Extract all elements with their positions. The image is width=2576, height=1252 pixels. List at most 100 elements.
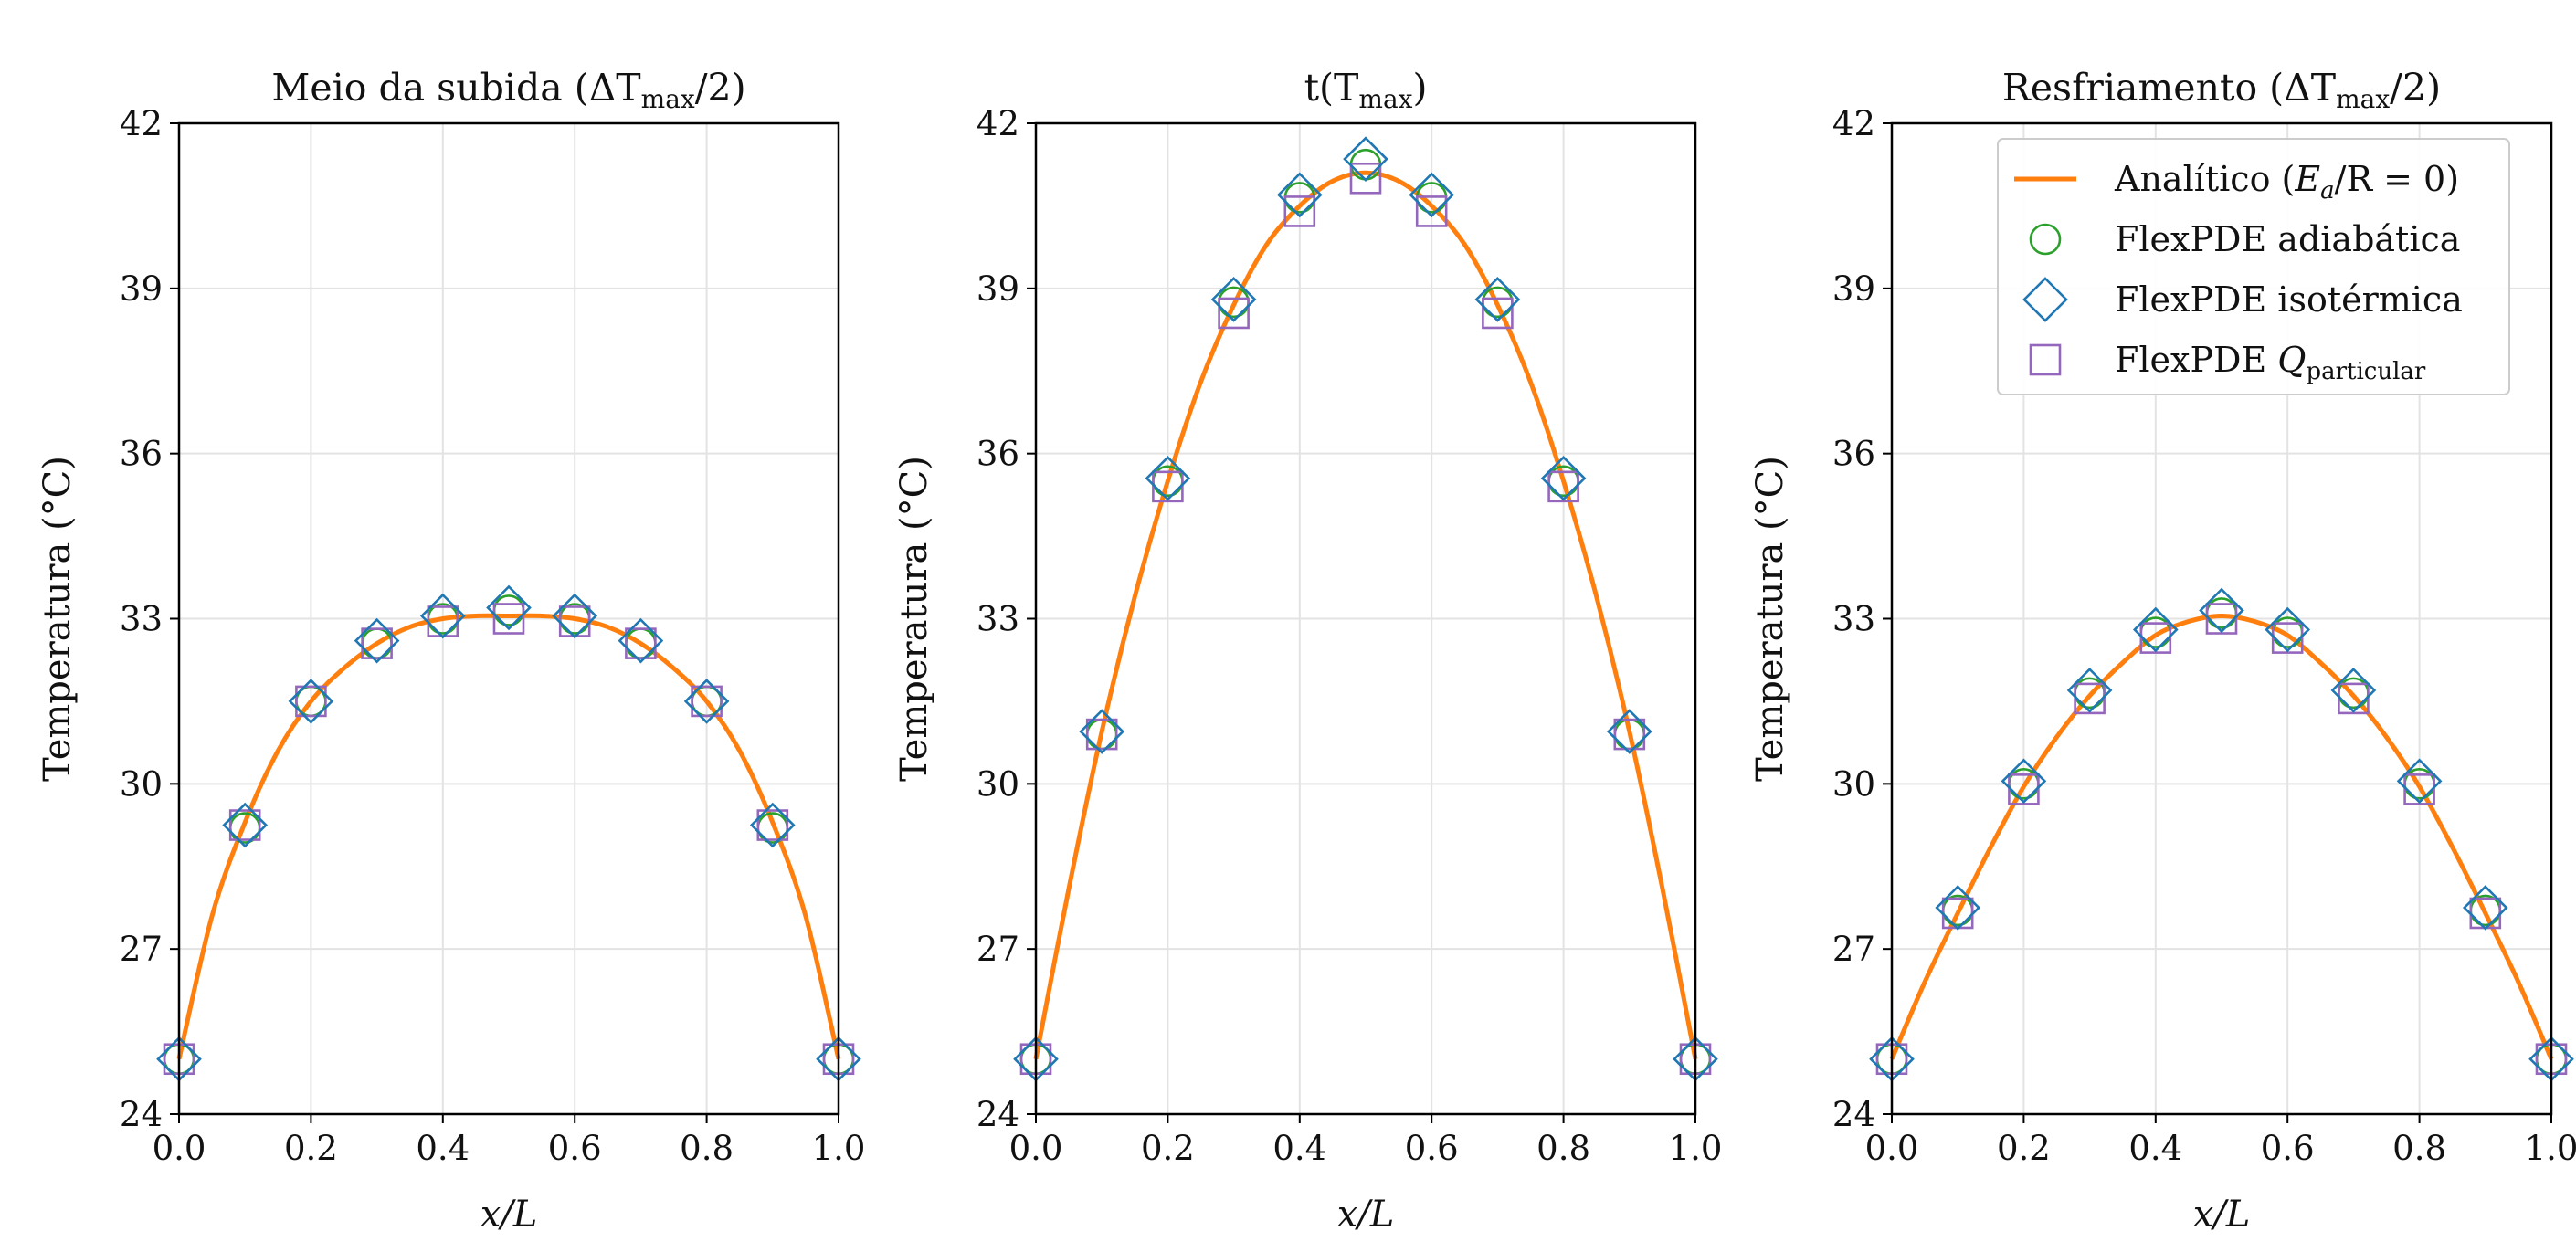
y-tick-label: 24 [977, 1095, 1019, 1134]
data-point-diamond [1276, 172, 1323, 218]
chart-title-main: t(T [1304, 66, 1359, 110]
x-tick-label: 0.4 [2128, 1129, 2182, 1168]
legend-entry-label: FlexPDE adiabática [2115, 219, 2460, 259]
series-group [1869, 587, 2574, 1082]
y-axis-label: Temperatura (°C) [1749, 456, 1791, 782]
data-point-square [2139, 622, 2172, 654]
x-tick-label: 1.0 [812, 1129, 866, 1168]
legend: Analítico (Ea/R = 0) FlexPDE adiabática Fl… [1997, 138, 2510, 395]
data-point-diamond [2132, 606, 2179, 653]
chart-panel-3: 0.0 0.2 0.4 0.6 0.8 1.0 24 27 30 33 36 39 42 Resfriam… [1749, 66, 2576, 1236]
data-point-diamond [2330, 668, 2377, 713]
chart-title-sub: max [1358, 84, 1412, 114]
y-tick-label: 24 [120, 1095, 163, 1134]
legend-entry-sub: a [2320, 177, 2335, 205]
y-tick-label: 42 [977, 104, 1019, 143]
data-point-diamond [618, 617, 664, 664]
y-tick-label: 24 [1832, 1095, 1875, 1134]
legend-entry-tail: /R = 0) [2335, 159, 2459, 199]
data-point-diamond [419, 593, 466, 639]
data-point-diamond [749, 802, 796, 848]
data-point-diamond [1540, 455, 1587, 501]
data-point-diamond [2001, 758, 2047, 805]
y-tick-label: 39 [977, 269, 1019, 309]
chart-title: Meio da subida (ΔTmax/2) [271, 66, 745, 114]
y-tick-label: 33 [977, 600, 1019, 639]
series-group [1013, 136, 1718, 1082]
series-group [156, 584, 861, 1082]
x-tick-label: 0.8 [680, 1129, 734, 1168]
x-tick-label: 0.4 [416, 1129, 470, 1168]
x-tick-label: 0.6 [548, 1129, 602, 1168]
legend-entry-math: E [2294, 159, 2320, 199]
y-tick-label: 33 [1832, 600, 1875, 639]
series-line-analitico [1889, 613, 2554, 1060]
series-line-analitico [1033, 170, 1698, 1060]
data-point-square [625, 627, 657, 659]
legend-square-swatch [2029, 343, 2062, 376]
x-tick-label: 0.0 [1865, 1129, 1919, 1168]
data-point-diamond [486, 584, 532, 631]
y-tick-label: 30 [977, 764, 1019, 804]
chart-title-main: Resfriamento (ΔT [2002, 66, 2336, 110]
data-point-diamond [354, 617, 400, 664]
data-point-diamond [2462, 885, 2508, 931]
data-point-square [1283, 195, 1316, 227]
x-tick-label: 0.4 [1272, 1129, 1326, 1168]
data-point-diamond [2199, 587, 2244, 634]
data-point-square [1547, 470, 1579, 503]
data-point-diamond [552, 593, 598, 639]
legend-entry-text: FlexPDE adiabática [2115, 219, 2460, 259]
chart-title-tail: /2) [695, 66, 746, 110]
x-axis-label: x/L [1337, 1194, 1395, 1236]
data-point-diamond [1935, 885, 1981, 931]
data-point-square [1415, 195, 1448, 227]
data-point-diamond [2265, 606, 2311, 653]
legend-entry-text: Analítico (Ea/R = 0) [2114, 159, 2459, 205]
data-point-diamond [1606, 709, 1652, 754]
data-point-square [1218, 297, 1250, 330]
data-point-square [1613, 718, 1646, 751]
chart-title: Resfriamento (ΔTmax/2) [2002, 66, 2441, 114]
data-point-diamond [683, 679, 730, 724]
data-point-diamond [288, 679, 334, 724]
legend-entry-text: FlexPDE Qparticular [2115, 340, 2426, 385]
chart-title-sub: max [2336, 84, 2390, 114]
data-point-square [756, 809, 789, 841]
x-tick-label: 0.2 [284, 1129, 338, 1168]
data-point-square [691, 685, 723, 718]
x-axis-label: x/L [480, 1194, 538, 1236]
y-tick-label: 30 [120, 764, 163, 804]
data-point-diamond [2396, 758, 2443, 805]
legend-diamond-swatch [2022, 277, 2068, 322]
y-tick-label: 36 [977, 435, 1019, 474]
data-point-diamond [1343, 136, 1388, 183]
data-point-square [2074, 682, 2106, 715]
data-point-square [1349, 162, 1382, 195]
chart-title-tail: /2) [2390, 66, 2441, 110]
x-tick-label: 0.6 [1405, 1129, 1459, 1168]
data-point-square [2403, 773, 2435, 805]
x-tick-label: 1.0 [2525, 1129, 2576, 1168]
legend-entry-label: FlexPDE [2115, 340, 2277, 380]
legend-entry-text: FlexPDE isotérmica [2115, 279, 2463, 320]
data-point-square [1085, 718, 1118, 751]
y-tick-label: 33 [120, 600, 163, 639]
y-tick-label: 42 [1832, 104, 1875, 143]
data-point-square [2338, 682, 2370, 715]
x-tick-label: 0.2 [1997, 1129, 2051, 1168]
data-point-circle [492, 594, 525, 626]
y-tick-label: 36 [120, 435, 163, 474]
data-point-diamond [1145, 455, 1191, 501]
x-tick-label: 1.0 [1669, 1129, 1723, 1168]
x-tick-label: 0.6 [2261, 1129, 2315, 1168]
chart-title-main: Meio da subida (ΔT [271, 66, 640, 110]
y-tick-label: 27 [1832, 930, 1875, 969]
chart-title: t(Tmax) [1304, 66, 1428, 114]
data-point-diamond [1079, 709, 1125, 754]
x-tick-label: 0.0 [1009, 1129, 1063, 1168]
chart-panel-1: 0.0 0.2 0.4 0.6 0.8 1.0 24 27 30 33 36 39 42 Meio da … [37, 66, 865, 1236]
data-point-square [2271, 622, 2304, 654]
y-axis-label: Temperatura (°C) [893, 456, 935, 782]
y-tick-label: 30 [1832, 764, 1875, 804]
